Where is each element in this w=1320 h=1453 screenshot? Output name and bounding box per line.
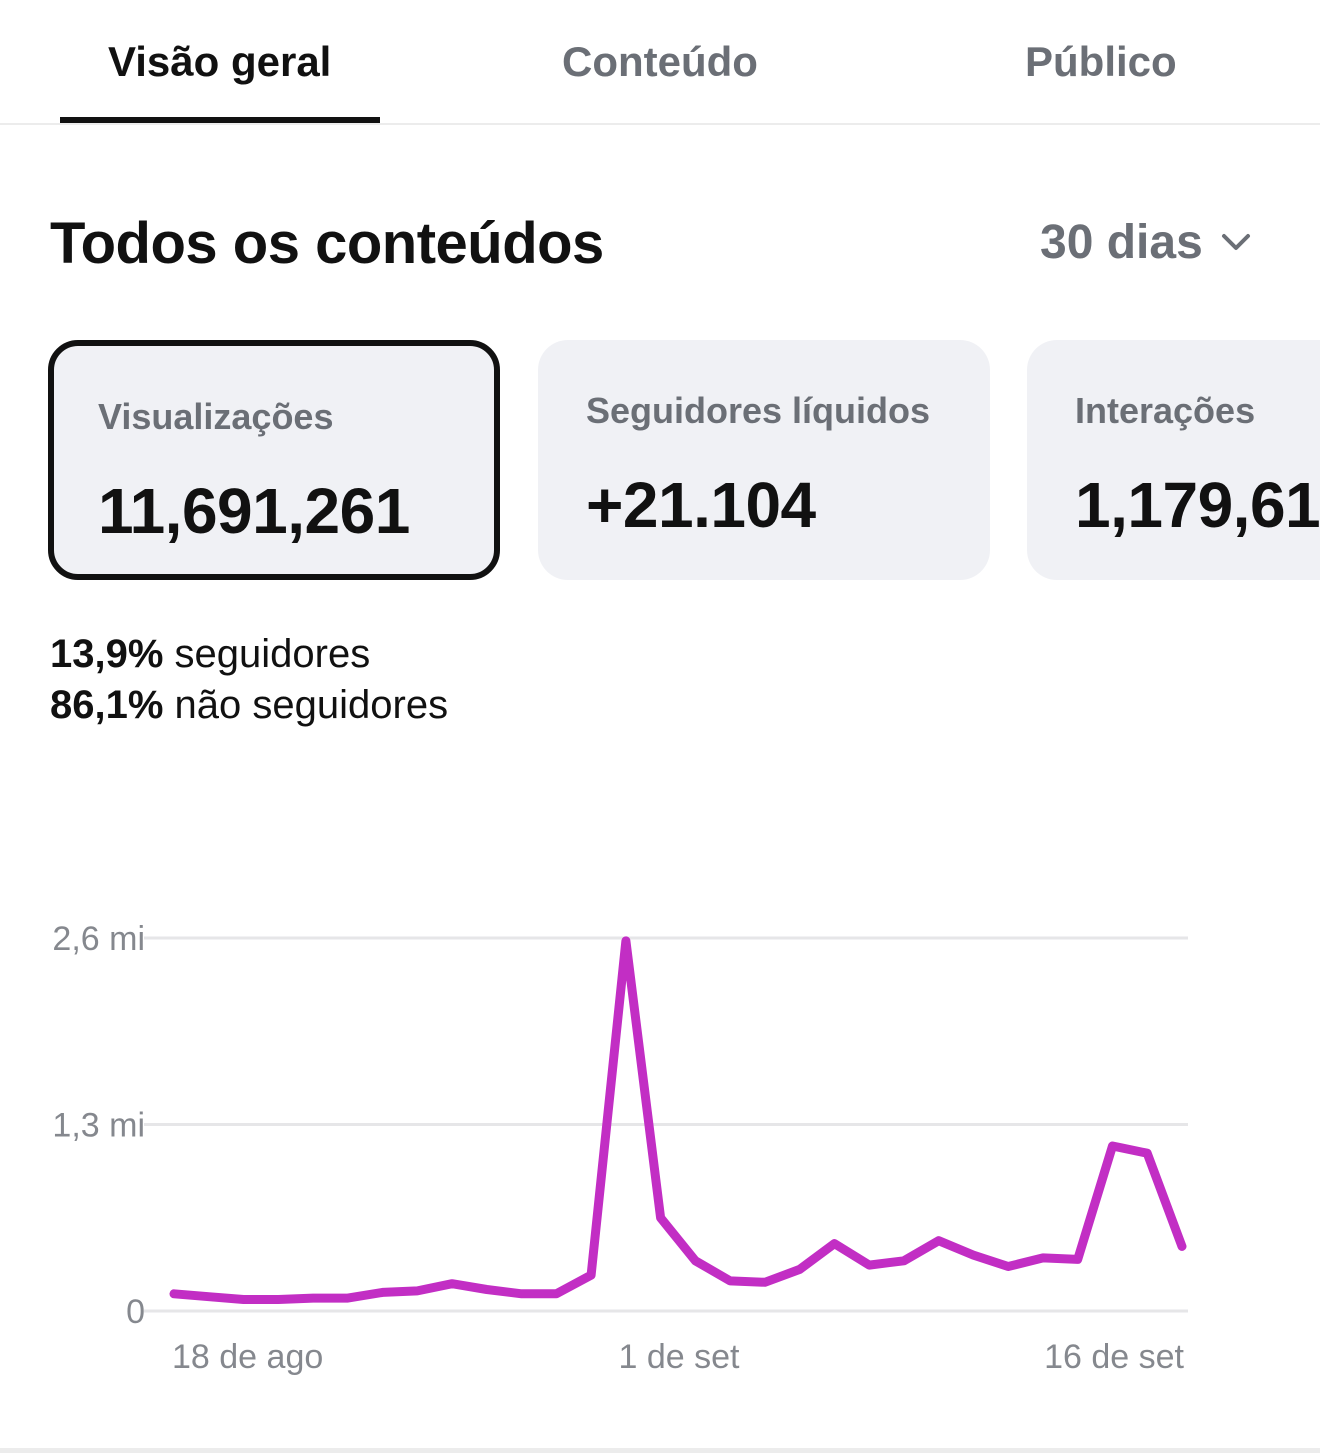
metric-label: Interações [1075, 390, 1256, 431]
non-followers-share-label: não seguidores [174, 683, 449, 727]
tab-bar: Visão geral Conteúdo Público [0, 0, 1320, 125]
non-followers-share-pct: 86,1% [50, 683, 164, 727]
followers-share-label: seguidores [174, 632, 371, 676]
metric-card-seguidores-liquidos[interactable]: Seguidores líquidos +21.104 [538, 340, 990, 580]
tab-visao-geral[interactable]: Visão geral [108, 38, 332, 85]
metric-card-visualizacoes[interactable]: Visualizações 11,691,261 [48, 340, 500, 580]
metric-card-interacoes[interactable]: Interações 1,179,618 [1027, 340, 1320, 580]
metric-label: Visualizações [98, 396, 334, 437]
non-followers-share: 86,1% não seguidores [50, 683, 448, 728]
y-tick-label: 1,3 mi [52, 1107, 145, 1145]
followers-share-pct: 13,9% [50, 632, 164, 676]
tab-publico[interactable]: Público [1025, 38, 1177, 85]
date-range-label: 30 dias [1040, 215, 1203, 269]
x-tick-label: 16 de set [1044, 1338, 1184, 1376]
bottom-divider [0, 1448, 1320, 1453]
metric-value: +21.104 [586, 469, 816, 541]
followers-share: 13,9% seguidores [50, 632, 370, 677]
series-line-views [169, 936, 1187, 1304]
y-tick-label: 2,6 mi [52, 920, 145, 958]
section-title: Todos os conteúdos [50, 211, 604, 276]
metric-value: 11,691,261 [98, 475, 410, 547]
y-tick-label: 0 [126, 1293, 145, 1331]
chevron-down-icon [1221, 234, 1250, 250]
date-range-dropdown[interactable]: 30 dias [1040, 212, 1251, 272]
x-tick-label: 18 de ago [172, 1338, 323, 1376]
tab-conteudo[interactable]: Conteúdo [562, 38, 758, 85]
active-tab-indicator [60, 117, 380, 123]
metric-value: 1,179,618 [1075, 469, 1320, 541]
views-line-chart[interactable]: 0 1,3 mi 2,6 mi 18 de ago 1 de set 16 de set [0, 880, 1320, 1400]
metric-label: Seguidores líquidos [586, 390, 931, 431]
x-tick-label: 1 de set [619, 1338, 741, 1376]
